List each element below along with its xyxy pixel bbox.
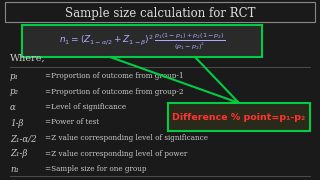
- Text: =Sample size for one group: =Sample size for one group: [45, 165, 147, 173]
- Text: =Z value corresponding level of power: =Z value corresponding level of power: [45, 150, 187, 158]
- FancyBboxPatch shape: [22, 25, 262, 57]
- FancyBboxPatch shape: [168, 103, 310, 131]
- Text: $n_1 = (Z_{1-\alpha/2} + Z_{1-\beta})^2\,\frac{p_1(1-p_1)+p_2(1-p_2)}{(p_1-p_2)^: $n_1 = (Z_{1-\alpha/2} + Z_{1-\beta})^2\…: [59, 31, 225, 51]
- Text: =Proportion of outcome from group-2: =Proportion of outcome from group-2: [45, 87, 183, 96]
- Text: p₁: p₁: [10, 72, 19, 81]
- Text: Z₁-β: Z₁-β: [10, 150, 28, 159]
- Text: p₂: p₂: [10, 87, 19, 96]
- Text: Sample size calculation for RCT: Sample size calculation for RCT: [65, 6, 255, 19]
- Text: Z₁-α/2: Z₁-α/2: [10, 134, 36, 143]
- Text: 1-β: 1-β: [10, 118, 23, 127]
- FancyBboxPatch shape: [5, 2, 315, 22]
- Text: =Z value corresponding level of significance: =Z value corresponding level of signific…: [45, 134, 208, 142]
- Text: α: α: [10, 103, 16, 112]
- Text: =Level of significance: =Level of significance: [45, 103, 126, 111]
- Text: =Power of test: =Power of test: [45, 118, 99, 127]
- Text: =Proportion of outcome from group-1: =Proportion of outcome from group-1: [45, 72, 184, 80]
- Text: Difference % point=p₁-p₂: Difference % point=p₁-p₂: [172, 112, 306, 122]
- Text: Where,: Where,: [10, 54, 46, 63]
- Text: n₁: n₁: [10, 165, 19, 174]
